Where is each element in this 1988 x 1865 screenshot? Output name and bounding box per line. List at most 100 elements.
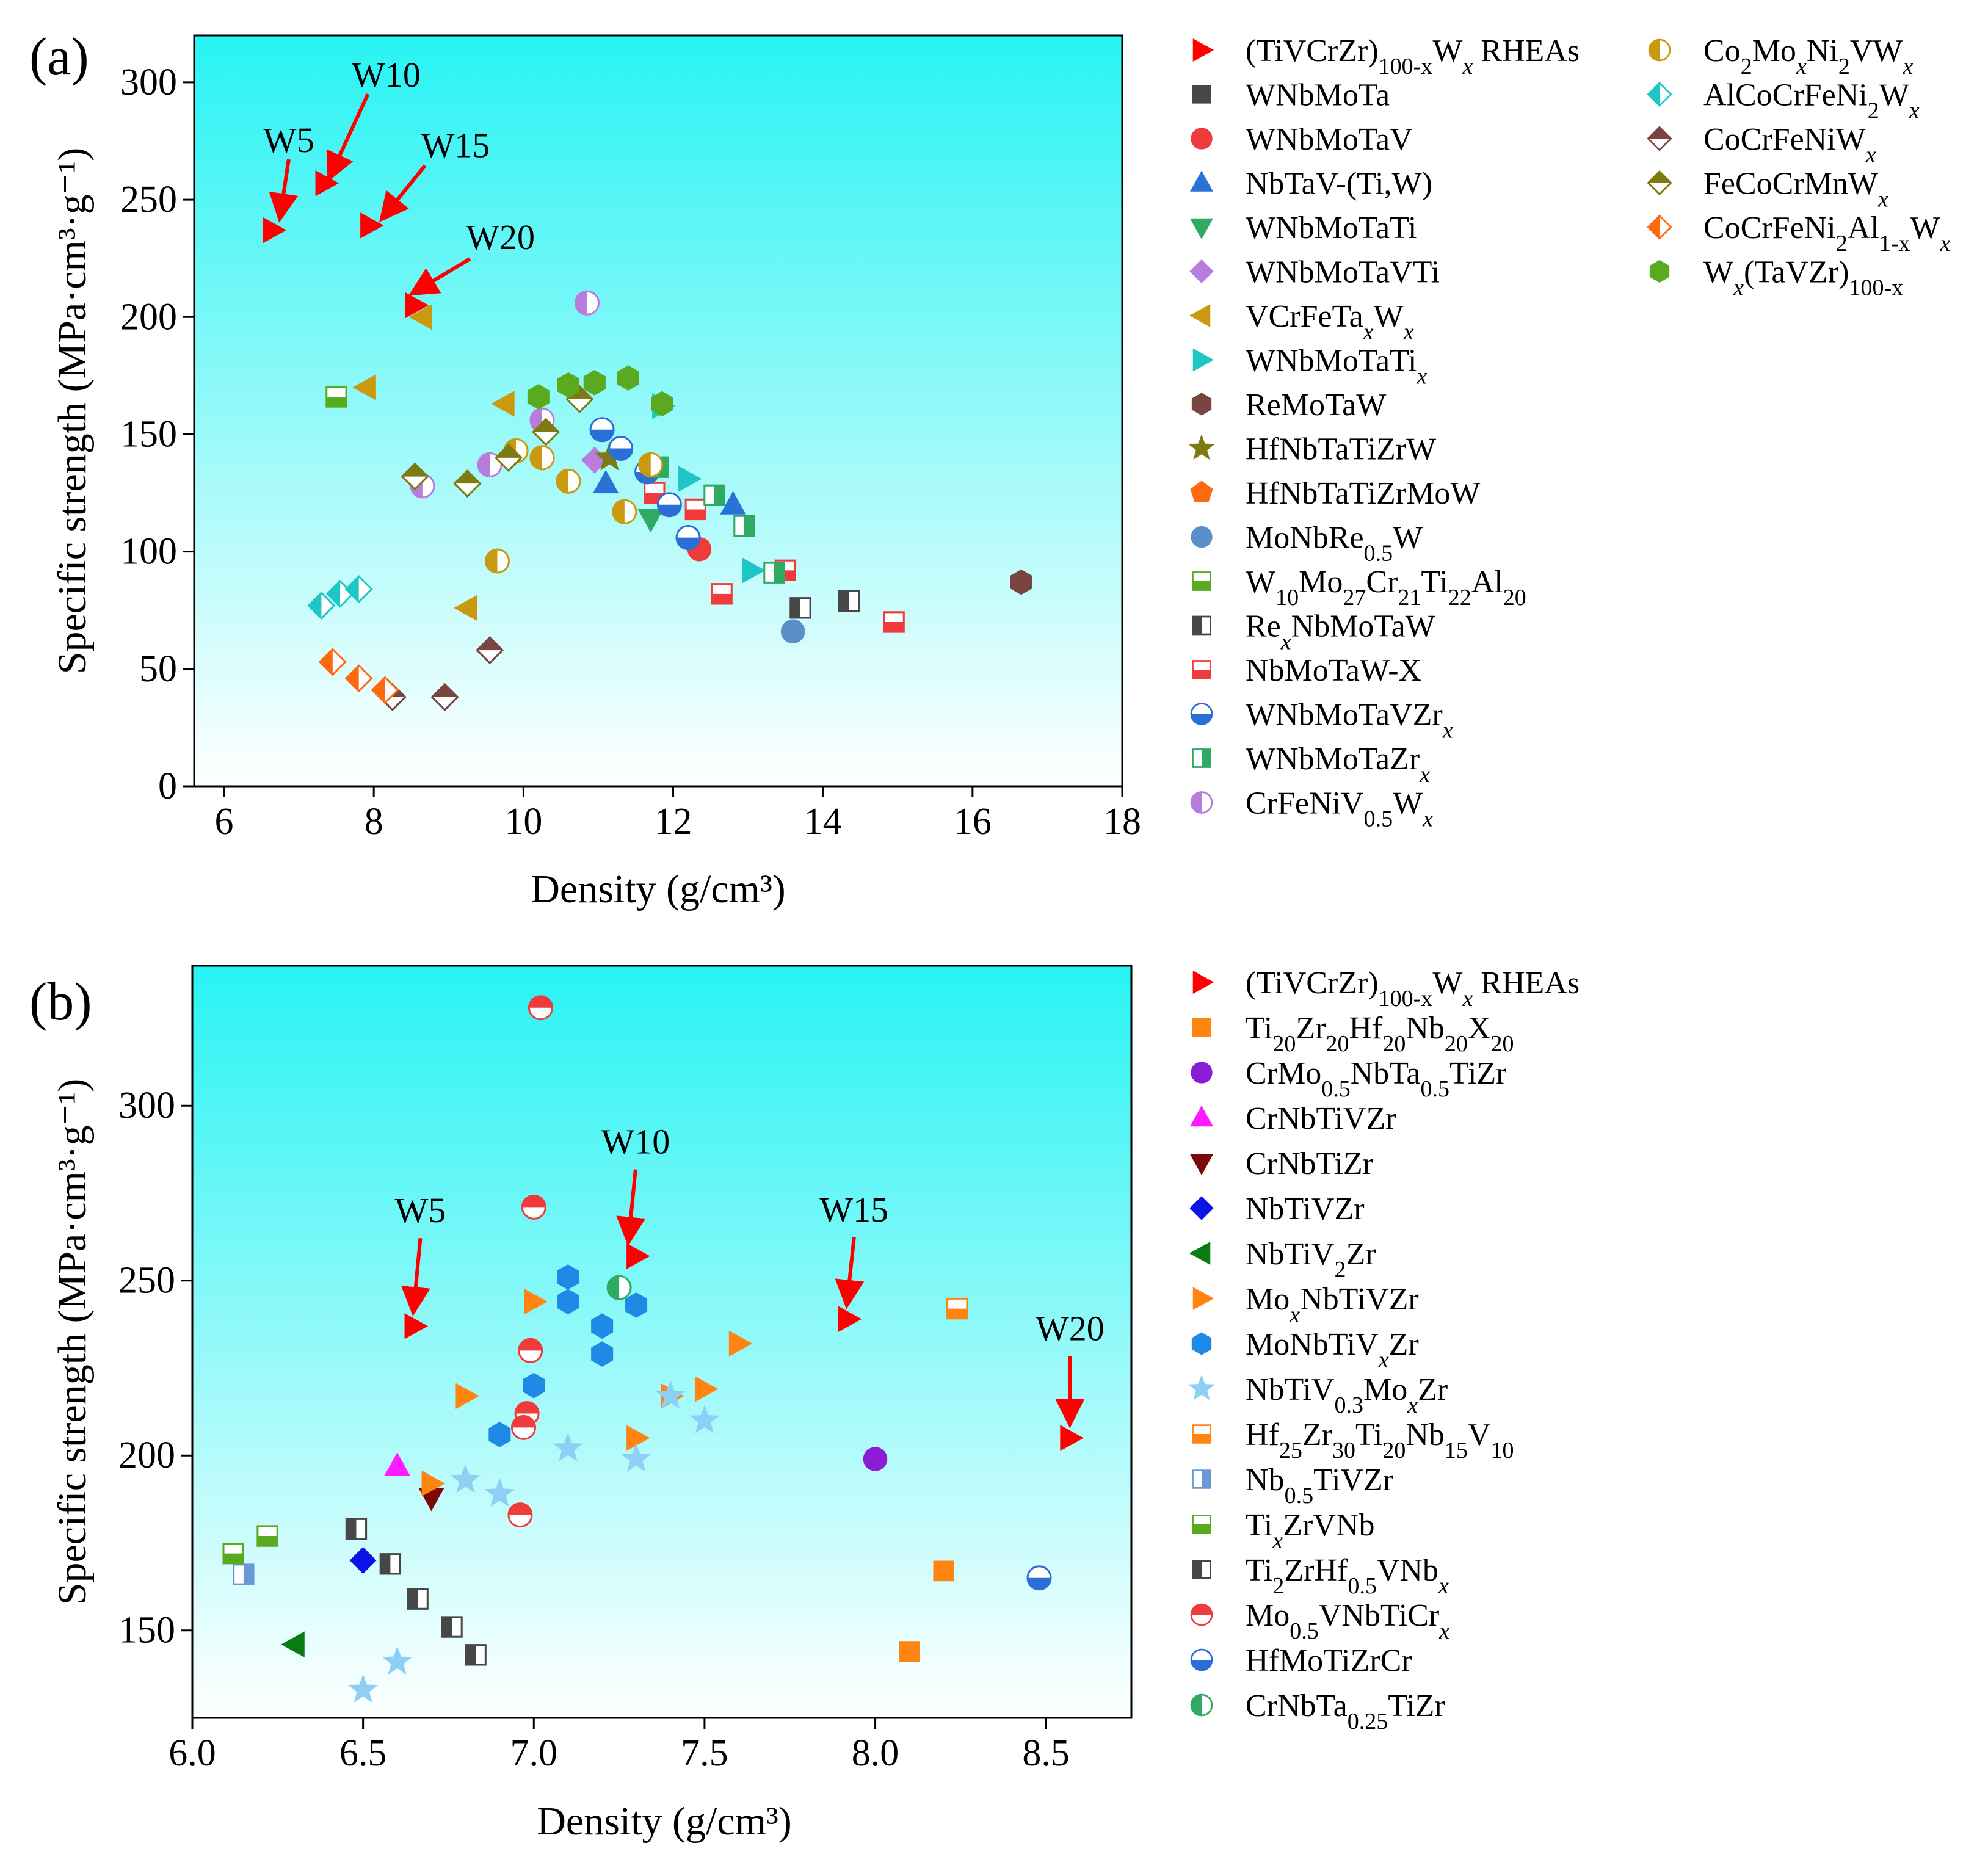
legend-marker-nbtiv0-3moxzr — [1188, 1374, 1216, 1400]
point-vcrfetaxwx — [453, 595, 477, 621]
legend-marker-wnbmotazrx — [1192, 748, 1211, 768]
legend-label-crfeniv0-5wx: CrFeNiV0.5Wx — [1246, 786, 1433, 832]
legend-marker-moxnbtivzr — [1192, 1287, 1214, 1310]
legend-label-hf25zr30ti20nb15v10: Hf25Zr30Ti20Nb15V10 — [1246, 1418, 1514, 1463]
point-wx-tavzr-100-x — [527, 384, 550, 410]
y-tick-label: 250 — [118, 1260, 175, 1302]
legend-label-wnbmotavzrx: WNbMoTaVZrx — [1246, 698, 1453, 744]
legend-label-wnbmota: WNbMoTa — [1246, 78, 1390, 113]
x-axis-a: 6 8 10 12 14 16 18 — [215, 786, 1141, 842]
legend-label-crnbtizr: CrNbTiZr — [1246, 1146, 1373, 1181]
point-mo0-5vnbticrx — [518, 1338, 543, 1363]
point-nbtiv2zr — [281, 1631, 305, 1657]
point-nbtivzr — [349, 1547, 377, 1574]
point-alcocrfeni2wx — [307, 591, 336, 620]
point-ti2zrhf0-5vnbx — [465, 1644, 487, 1666]
legend-label-wnbmotatix: WNbMoTaTix — [1246, 344, 1427, 389]
annotation-label: W5 — [395, 1190, 446, 1230]
data-points-b — [222, 995, 1084, 1703]
plot-area-b — [191, 965, 1133, 1719]
x-tick-label: 6.0 — [169, 1733, 216, 1774]
point-mo0-5vnbticrx — [510, 1414, 537, 1440]
point-w10mo27cr21ti22al20 — [325, 386, 347, 408]
point-ti2zrhf0-5vnbx — [407, 1588, 429, 1610]
legend-label-remotaw: ReMoTaW — [1246, 388, 1386, 422]
x-axis-b: 6.0 6.5 7.0 7.5 8.0 8.5 — [169, 1718, 1070, 1774]
point-tivcrzr-100-xwx-rheas — [404, 1313, 428, 1339]
legend-marker-wnbmotati — [1190, 218, 1213, 240]
point-cocrfeniwx — [476, 636, 504, 665]
legend-marker-w10mo27cr21ti22al20 — [1192, 571, 1211, 591]
point-moxnbtivzr — [728, 1330, 753, 1357]
point-tivcrzr-100-xwx-rheas — [405, 292, 429, 319]
annotation-arrow — [408, 257, 471, 296]
point-wx-tavzr-100-x — [617, 365, 639, 391]
point-wx-tavzr-100-x — [557, 372, 579, 398]
legend-marker-fecocrmnwx — [1647, 170, 1672, 196]
legend-marker-wx-tavzr-100-x — [1649, 259, 1670, 283]
annotation-arrow — [616, 1169, 646, 1247]
x-tick-label: 14 — [804, 801, 842, 842]
legend-label-tixzrvnb: TixZrVNb — [1246, 1508, 1374, 1554]
legend-marker-wnbmotavzrx — [1190, 703, 1213, 725]
point-tixzrvnb — [222, 1542, 244, 1565]
point-fecocrmnwx — [453, 469, 482, 498]
point-nb0-5tivzr — [233, 1563, 255, 1585]
chart-panel-a: (a) 6 8 10 12 14 16 18 0 50 100 150 200 250 300 Dens… — [29, 27, 1950, 911]
point-rexnbmotaw — [838, 590, 860, 612]
point-moxnbtivzr — [421, 1470, 445, 1497]
point-wnbmotazrx — [733, 515, 755, 537]
x-tick-label: 18 — [1103, 801, 1141, 842]
legend-label-crnbta0-25tizr: CrNbTa0.25TiZr — [1246, 1689, 1445, 1734]
legend-marker-wnbmotatix — [1192, 348, 1214, 372]
y-tick-label: 200 — [118, 1435, 175, 1476]
y-tick-label: 250 — [120, 179, 177, 220]
point-hfmotizrcr — [1026, 1565, 1052, 1591]
point-nbtav-ti-w — [720, 491, 746, 515]
annotation-arrow — [379, 164, 427, 222]
point-wnbmotavzrx — [608, 435, 634, 462]
legend-marker-hfnbtatizrw — [1188, 434, 1216, 460]
x-tick-label: 8 — [365, 801, 383, 842]
legend-label-cocrfeni2al1-xwx: CoCrFeNi2Al1-xWx — [1703, 211, 1950, 256]
point-monbtivxzr — [488, 1422, 511, 1447]
data-points-a — [263, 170, 1032, 711]
legend-label-w10mo27cr21ti22al20: W10Mo27Cr21Ti22Al20 — [1246, 565, 1526, 610]
legend-label-nbtivzr: NbTiVZr — [1246, 1192, 1365, 1226]
point-moxnbtivzr — [455, 1383, 479, 1410]
legend-marker-hf25zr30ti20nb15v10 — [1192, 1424, 1211, 1444]
point-ti2zrhf0-5vnbx — [379, 1553, 402, 1575]
chart-panel-b: (b) 6.0 6.5 7.0 7.5 8.0 8.5 150 200 250 300 Dens… — [29, 965, 1580, 1844]
point-wnbmotazrx — [703, 484, 725, 507]
point-nbmotaw-x — [684, 498, 706, 521]
legend-label-fecocrmnwx: FeCoCrMnWx — [1703, 167, 1888, 212]
y-tick-label: 100 — [120, 531, 177, 573]
annotation-label: W15 — [421, 125, 490, 165]
legend-label-rexnbmotaw: RexNbMoTaW — [1246, 609, 1435, 655]
point-nbtiv0-3moxzr — [689, 1405, 720, 1433]
legend-marker-cocrfeniwx — [1647, 126, 1672, 151]
legend-label-crnbtivzr: CrNbTiVZr — [1246, 1101, 1396, 1136]
point-nbmotaw-x — [883, 611, 905, 633]
point-ti2zrhf0-5vnbx — [345, 1518, 368, 1540]
x-tick-label: 12 — [655, 801, 692, 842]
legend-marker-crnbtizr — [1190, 1154, 1213, 1176]
point-alcocrfeni2wx — [344, 575, 373, 604]
x-tick-label: 6.5 — [339, 1733, 387, 1774]
legend-marker-ti20zr20hf20nb20x20 — [1192, 1018, 1211, 1037]
annotations-b: W5 W10 W15 W20 — [395, 1122, 1105, 1429]
legend-label-nbtiv0-3moxzr: NbTiV0.3MoxZr — [1246, 1372, 1448, 1418]
point-nbtiv0-3moxzr — [655, 1380, 686, 1409]
y-tick-label: 150 — [120, 413, 177, 455]
point-wnbmotavzrx — [656, 492, 682, 518]
y-tick-label: 0 — [158, 766, 177, 807]
point-moxnbtivzr — [524, 1288, 548, 1315]
y-axis-label-b: Specific strength (MPa·cm³·g⁻¹) — [50, 1079, 95, 1606]
point-fecocrmnwx — [401, 462, 429, 491]
legend-label-nbtiv2zr: NbTiV2Zr — [1246, 1237, 1376, 1283]
point-vcrfetaxwx — [408, 304, 432, 330]
legend-label-nbmotaw-x: NbMoTaW-X — [1246, 653, 1421, 688]
